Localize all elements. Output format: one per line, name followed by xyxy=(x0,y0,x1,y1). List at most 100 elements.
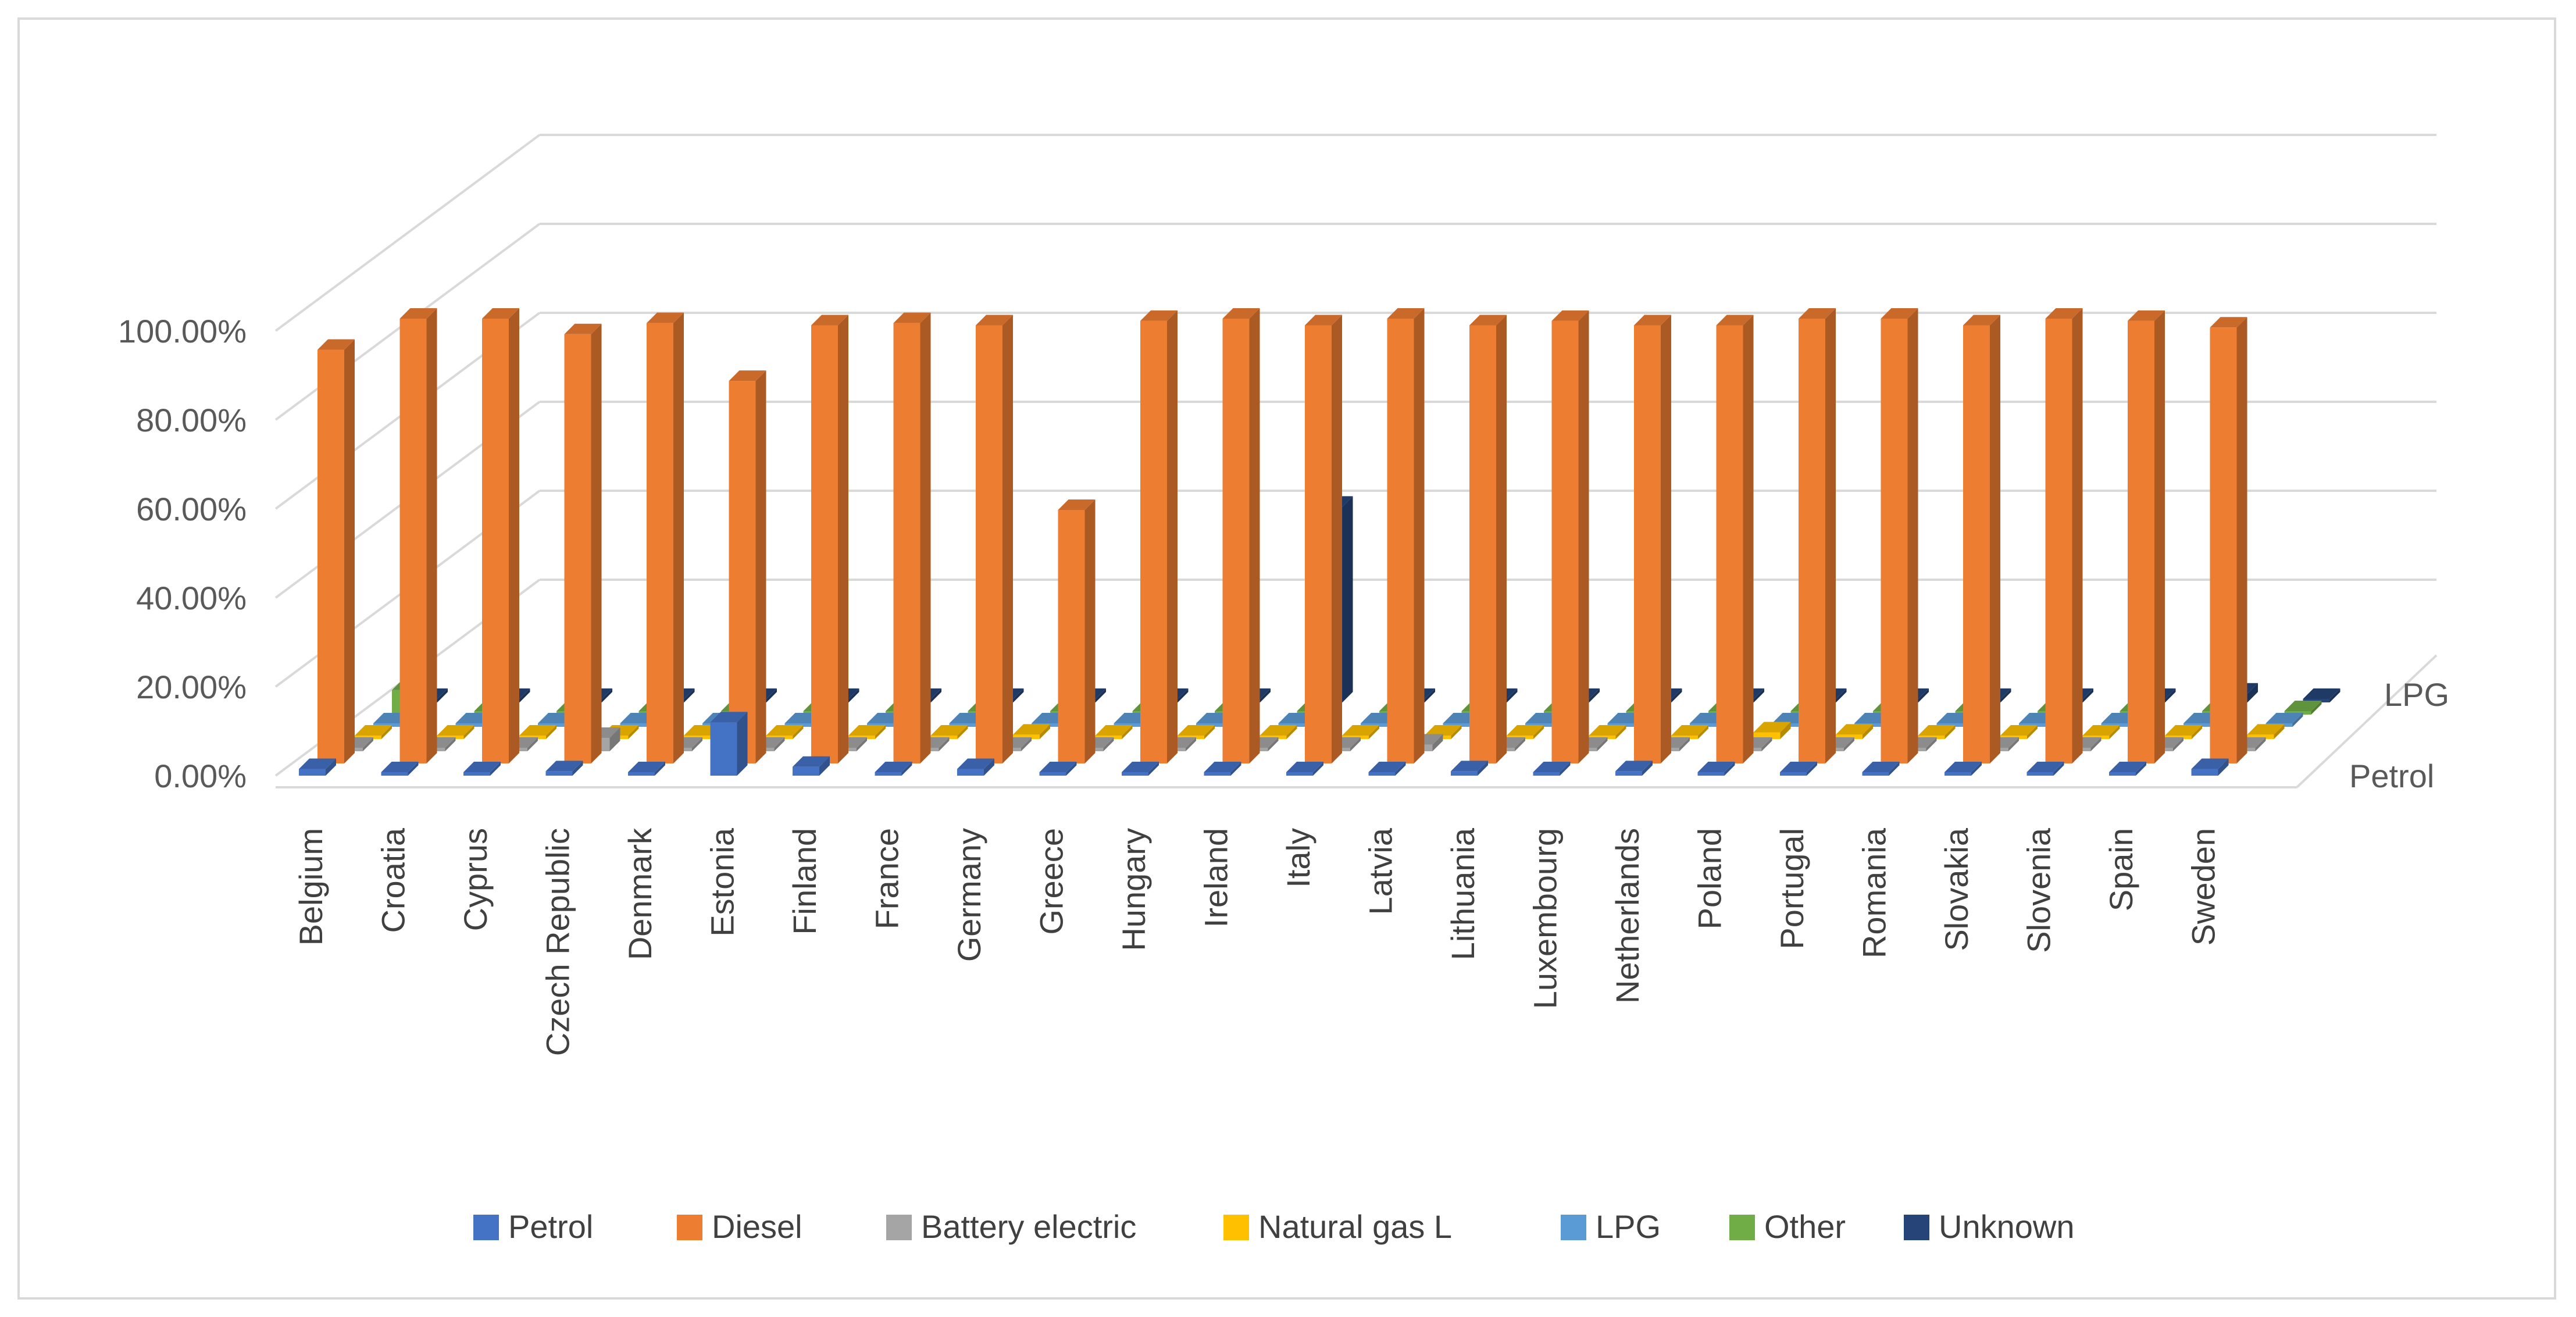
legend-item-natural-gas-l: Natural gas L xyxy=(1223,1208,1452,1245)
bar-natural-gas-l-slovenia xyxy=(2082,725,2120,739)
legend-item-petrol: Petrol xyxy=(473,1208,593,1245)
bar-natural-gas-l-lithuania xyxy=(1507,725,1544,739)
bar-petrol-croatia xyxy=(381,762,419,776)
floor-side-line xyxy=(2296,654,2438,788)
legend-label: Unknown xyxy=(1939,1208,2074,1245)
bar-diesel-hungary xyxy=(1140,310,1178,763)
bar-natural-gas-l-italy xyxy=(1342,725,1379,739)
bar-diesel-czech-republic xyxy=(564,323,602,763)
bar-petrol-latvia xyxy=(1368,762,1406,776)
legend-swatch xyxy=(1904,1215,1929,1240)
x-tick-label: Denmark xyxy=(622,827,658,960)
bar-diesel-belgium xyxy=(317,339,355,763)
x-tick-label: Croatia xyxy=(375,827,412,933)
bar-diesel-sweden xyxy=(2210,317,2247,763)
bar-natural-gas-l-finland xyxy=(848,725,886,739)
x-tick-label: Italy xyxy=(1280,828,1316,888)
bar-petrol-cyprus xyxy=(463,762,501,776)
bar-unknown-sweden xyxy=(2303,688,2340,702)
bar-diesel-greece xyxy=(1058,499,1096,763)
x-tick-label: Netherlands xyxy=(1609,828,1646,1004)
y-tick-label: 80.00% xyxy=(136,402,247,438)
bar-petrol-portugal xyxy=(1780,762,1817,776)
bar-petrol-netherlands xyxy=(1615,761,1653,776)
bar-diesel-cyprus xyxy=(482,308,519,763)
bar-natural-gas-l-netherlands xyxy=(1671,725,1708,739)
bar-petrol-lithuania xyxy=(1451,761,1488,776)
legend-item-other: Other xyxy=(1729,1208,1846,1245)
x-tick-label: Sweden xyxy=(2185,828,2222,945)
x-tick-label: Greece xyxy=(1033,828,1070,935)
legend-swatch xyxy=(1729,1215,1755,1240)
bar-diesel-croatia xyxy=(399,308,437,763)
bar-diesel-germany xyxy=(976,315,1013,763)
bar-natural-gas-l-sweden xyxy=(2247,724,2285,739)
bar-petrol-finland xyxy=(793,756,830,776)
x-tick-label: Cyprus xyxy=(457,828,494,931)
legend-label: Petrol xyxy=(508,1208,593,1245)
bar-diesel-romania xyxy=(1881,308,1918,763)
bar-diesel-luxembourg xyxy=(1551,310,1589,763)
bar-petrol-hungary xyxy=(1122,762,1159,776)
legend-swatch xyxy=(1223,1215,1249,1240)
y-tick-label: 40.00% xyxy=(136,580,247,616)
x-tick-label: Germany xyxy=(951,828,987,962)
bar-petrol-denmark xyxy=(628,762,665,776)
bar-petrol-france xyxy=(875,762,912,776)
bar-diesel-portugal xyxy=(1799,308,1836,763)
legend-item-lpg: LPG xyxy=(1561,1208,1661,1245)
bars xyxy=(299,308,2340,776)
x-tick-label: Romania xyxy=(1856,827,1893,958)
x-tick-label: Finland xyxy=(786,828,823,935)
legend-swatch xyxy=(1561,1215,1586,1240)
bar-natural-gas-l-luxembourg xyxy=(1589,725,1626,739)
bar-natural-gas-l-croatia xyxy=(437,725,474,739)
bar-petrol-czech-republic xyxy=(545,761,583,776)
legend-item-battery-electric: Battery electric xyxy=(886,1208,1136,1245)
legend-label: Diesel xyxy=(712,1208,802,1245)
bar-petrol-slovakia xyxy=(1945,762,1982,776)
bar-diesel-lithuania xyxy=(1469,315,1507,763)
x-tick-label: Slovakia xyxy=(1938,827,1975,951)
bar-diesel-slovakia xyxy=(1963,315,2000,763)
legend-label: Other xyxy=(1764,1208,1846,1245)
bar-diesel-poland xyxy=(1716,315,1754,763)
legend-label: LPG xyxy=(1596,1208,1661,1245)
bar-petrol-italy xyxy=(1286,762,1323,776)
depth-tick-label: LPG xyxy=(2384,676,2449,713)
legend-item-unknown: Unknown xyxy=(1904,1208,2074,1245)
bar-natural-gas-l-hungary xyxy=(1178,725,1215,739)
y-tick-label: 0.00% xyxy=(154,758,247,794)
x-tick-label: Luxembourg xyxy=(1527,828,1564,1009)
bar-petrol-poland xyxy=(1697,762,1735,776)
x-tick-label: Hungary xyxy=(1115,828,1152,951)
bar-petrol-belgium xyxy=(299,758,336,776)
chart-svg: 0.00% 20.00% 40.00% 60.00% 80.00% 100.00% Bel… xyxy=(118,134,2449,1245)
x-tick-label: Spain xyxy=(2103,828,2139,911)
category-axis: Belgium Croatia Cyprus Czech Republic Denmar… xyxy=(292,827,2222,1056)
x-tick-label: Ireland xyxy=(1198,828,1235,927)
legend-swatch xyxy=(886,1215,912,1240)
bar-other-sweden xyxy=(2284,701,2322,715)
x-tick-label: Czech Republic xyxy=(540,828,576,1056)
bar-petrol-romania xyxy=(1862,762,1900,776)
bar-petrol-ireland xyxy=(1204,762,1241,776)
bar-natural-gas-l-estonia xyxy=(766,725,804,739)
bar-diesel-latvia xyxy=(1387,308,1425,763)
bar-diesel-italy xyxy=(1305,315,1342,763)
bar-diesel-finland xyxy=(811,315,848,763)
legend-label: Natural gas L xyxy=(1258,1208,1452,1245)
legend-label: Battery electric xyxy=(921,1208,1136,1245)
depth-tick-label: Petrol xyxy=(2349,758,2434,794)
x-tick-label: Latvia xyxy=(1362,827,1399,915)
bar-natural-gas-l-slovakia xyxy=(2000,725,2038,739)
legend: Petrol Diesel Battery electric Natural gas … xyxy=(473,1208,2074,1245)
bar-petrol-sweden xyxy=(2191,758,2229,776)
legend-swatch xyxy=(677,1215,702,1240)
y-tick-label: 100.00% xyxy=(118,313,247,349)
legend-swatch xyxy=(473,1215,499,1240)
x-tick-label: Slovenia xyxy=(2021,827,2057,953)
bar-diesel-spain xyxy=(2128,310,2165,763)
bar-petrol-luxembourg xyxy=(1533,762,1571,776)
bar-natural-gas-l-cyprus xyxy=(519,725,556,739)
